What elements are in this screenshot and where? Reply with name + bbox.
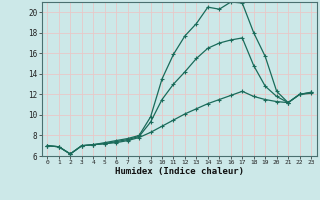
X-axis label: Humidex (Indice chaleur): Humidex (Indice chaleur) bbox=[115, 167, 244, 176]
